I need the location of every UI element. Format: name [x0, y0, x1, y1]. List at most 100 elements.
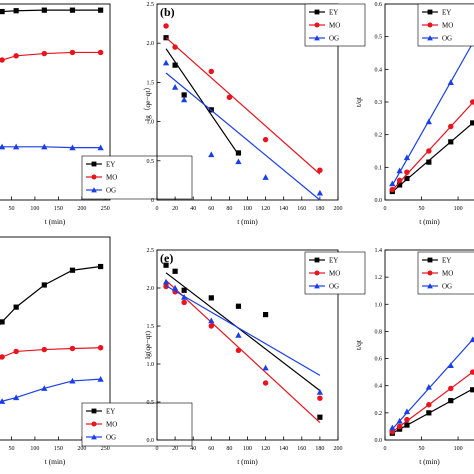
x-tick-label: 120 [261, 206, 270, 212]
og-point [162, 278, 170, 285]
legend-ey-label: EY [106, 408, 115, 416]
y-tick-label: 0.2 [375, 411, 383, 417]
x-tick-label: 180 [315, 446, 324, 452]
x-tick-label: 40 [190, 206, 196, 212]
mo-point [208, 323, 215, 329]
x-tick-label: 20 [172, 206, 178, 212]
y-tick-label: 0.0 [375, 438, 383, 444]
x-tick-label: 50 [419, 206, 425, 212]
mo-point [448, 123, 454, 130]
og-fit-line [165, 72, 321, 201]
mo-point [317, 167, 323, 173]
x-tick-label: 40 [190, 446, 196, 452]
ey-point [404, 422, 410, 428]
mo-point [208, 68, 215, 75]
mo-point [404, 416, 410, 423]
y-tick-label: 0.6 [375, 2, 383, 8]
x-axis-label: t (min) [237, 457, 258, 466]
og-point [0, 143, 6, 150]
ey-point [263, 312, 269, 318]
legend-ey-marker [427, 257, 433, 263]
og-point [181, 294, 188, 300]
x-tick-label: 50 [8, 206, 14, 212]
og-point [0, 398, 6, 404]
x-tick-label: 100 [243, 206, 252, 212]
mo-point [389, 429, 396, 435]
og-point [41, 143, 48, 150]
og-fit-line [391, 39, 474, 186]
mo-point [163, 283, 169, 290]
mo-point [226, 94, 233, 101]
x-axis-label: t (min) [237, 217, 258, 226]
legend-og-marker [427, 35, 433, 41]
ey-point [0, 8, 5, 15]
legend-ey-label: EY [329, 9, 338, 17]
x-tick-label: 100 [243, 446, 252, 452]
legend-og-label: OG [106, 434, 116, 442]
mo-point [97, 344, 104, 351]
y-tick-label: 1.4 [375, 248, 383, 254]
y-tick-label: 1.5 [147, 324, 155, 330]
legend-ey-label: EY [442, 257, 451, 265]
ey-fit-line [391, 121, 474, 193]
y-tick-label: 1.2 [375, 275, 383, 281]
legend-ey-marker [314, 9, 320, 15]
y-tick-label: 0.5 [147, 400, 155, 406]
series-mo [389, 369, 474, 435]
og-point [235, 332, 242, 338]
legend-mo-label: MO [329, 270, 340, 278]
ey-point [69, 267, 76, 273]
x-tick-label: 100 [30, 446, 39, 452]
x-tick-label: 0 [156, 446, 159, 452]
legend-mo-marker [427, 22, 433, 28]
ey-point [0, 319, 5, 325]
ey-point [163, 262, 169, 268]
og-point [447, 79, 454, 85]
x-tick-label: 0 [156, 206, 159, 212]
ey-point [426, 159, 432, 165]
x-tick-label: 20 [172, 446, 178, 452]
og-point [262, 364, 269, 371]
og-point [208, 151, 215, 158]
og-point [316, 389, 324, 395]
mo-point [404, 169, 410, 175]
mo-point [396, 177, 403, 184]
ey-point [172, 268, 178, 274]
ey-point [41, 282, 47, 288]
panel-e: 0 20 40 60 80 100 120 140 160 180 200 t (min) 0.0 0.5… [143, 248, 366, 466]
y-tick-label: 0.0 [375, 198, 383, 204]
mo-point [163, 23, 169, 29]
y-tick-label: 0 [151, 198, 154, 204]
series-ey [389, 120, 474, 195]
og-point [389, 180, 396, 187]
ey-point [235, 303, 242, 309]
legend-ey-marker [314, 257, 320, 263]
series-mo [163, 279, 323, 423]
ey-point [41, 7, 47, 13]
mo-point [41, 346, 48, 353]
mo-point [469, 99, 474, 105]
ey-point [404, 175, 410, 182]
legend-mo-label: MO [442, 270, 453, 278]
ey-line [0, 265, 101, 326]
mo-point [0, 57, 5, 63]
mo-point [317, 395, 323, 401]
ey-fit-line [165, 48, 239, 155]
legend-mo-label: MO [106, 421, 117, 429]
mo-point [13, 53, 19, 59]
x-axis-label: t (min) [419, 217, 440, 226]
x-tick-label: 0 [384, 446, 387, 452]
legend-ey-label: EY [106, 161, 115, 169]
ey-point [426, 410, 432, 416]
panel-c-legend: EY MO OG [417, 3, 474, 47]
x-tick-label: 140 [279, 206, 288, 212]
legend-og-marker [427, 283, 433, 289]
panel-a-legend: EY MO OG [81, 155, 193, 200]
og-point [316, 189, 324, 196]
series-ey [389, 387, 474, 436]
ey-point [98, 7, 104, 13]
y-tick-label: 2.0 [147, 41, 155, 47]
legend-og-label: OG [329, 283, 339, 291]
x-tick-label: 100 [30, 206, 39, 212]
panel-d-legend: EY MO OG [81, 402, 193, 447]
